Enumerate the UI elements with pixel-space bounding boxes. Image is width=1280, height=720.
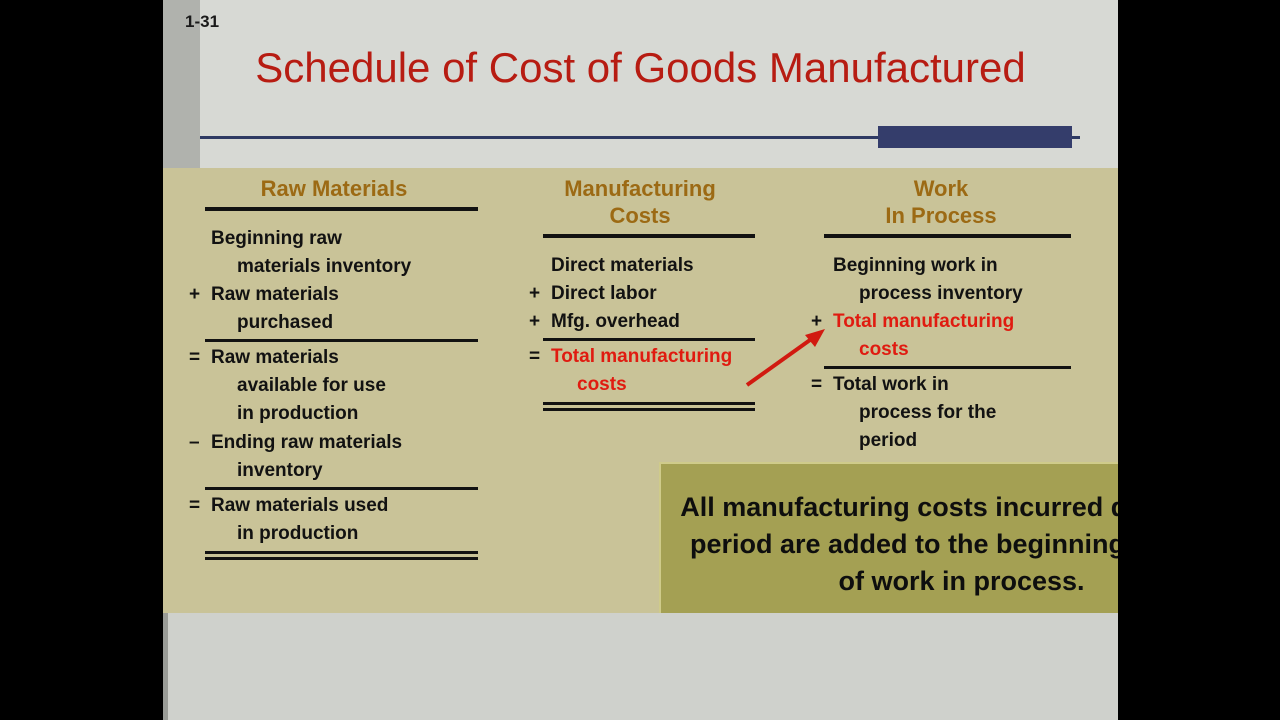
line-label: Beginning raw: [211, 227, 342, 249]
line-label: Ending raw materials: [211, 431, 403, 453]
line-item: + Direct labor: [529, 280, 751, 308]
line-label: Direct labor: [551, 282, 657, 304]
line-item: purchased: [189, 309, 479, 337]
callout-box: All manufacturing costs incurred during …: [659, 462, 1118, 627]
callout-text: All manufacturing costs incurred during …: [680, 492, 1118, 596]
line-item-highlighted: costs: [811, 336, 1071, 364]
line-label: materials inventory: [237, 255, 412, 277]
line-item: Direct materials: [529, 252, 751, 280]
column-heading-manufacturing-costs: Manufacturing Costs: [529, 176, 751, 230]
line-operator: +: [811, 310, 823, 332]
column-lines-manufacturing-costs: Direct materials + Direct labor + Mfg. o…: [529, 252, 755, 412]
title-accent-bar: [878, 126, 1072, 148]
line-item-highlighted: + Total manufacturing: [811, 308, 1071, 336]
line-label: Direct materials: [551, 254, 694, 276]
rule-lower: [543, 408, 755, 412]
line-label: Raw materials: [211, 347, 339, 369]
rule-upper: [543, 402, 755, 406]
line-operator: =: [529, 345, 541, 367]
line-item: available for use: [189, 372, 479, 400]
total-double-rule: [205, 551, 478, 561]
line-operator: +: [189, 284, 201, 306]
line-item: inventory: [189, 457, 479, 485]
line-label: available for use: [237, 375, 386, 397]
line-label: Total work in: [833, 374, 949, 396]
line-label: in production: [237, 403, 359, 425]
subtotal-rule: [543, 337, 755, 341]
slide-header: 1-31 Schedule of Cost of Goods Manufactu…: [163, 0, 1118, 168]
line-operator: –: [189, 431, 200, 453]
rule-upper: [205, 551, 478, 555]
heading-line-1: Manufacturing: [564, 176, 716, 201]
line-label: Mfg. overhead: [551, 310, 680, 332]
line-item-highlighted: costs: [529, 371, 751, 399]
line-label: Raw materials: [211, 284, 339, 306]
line-label: Raw materials used: [211, 494, 389, 516]
column-lines-raw-materials: Beginning raw materials inventory + Raw …: [189, 225, 479, 561]
line-item: period: [811, 427, 1071, 455]
page-title: Schedule of Cost of Goods Manufactured: [255, 44, 1026, 91]
line-item: – Ending raw materials: [189, 429, 479, 457]
line-operator: =: [811, 374, 823, 396]
line-operator: +: [529, 282, 541, 304]
header-left-stripe: [163, 0, 200, 168]
line-label: Total manufacturing: [833, 310, 1015, 332]
slide-footer: [163, 613, 1118, 720]
heading-line-2: Costs: [609, 202, 671, 228]
slide-canvas: 1-31 Schedule of Cost of Goods Manufactu…: [163, 0, 1118, 720]
subtotal-rule: [824, 366, 1071, 370]
line-item: Beginning raw: [189, 225, 479, 253]
rule-lower: [205, 557, 478, 561]
column-manufacturing-costs: Manufacturing Costs Direct materials + D…: [529, 176, 755, 412]
total-double-rule: [543, 402, 755, 412]
line-item: process inventory: [811, 280, 1071, 308]
line-item-highlighted: = Total manufacturing: [529, 343, 751, 371]
line-operator: =: [189, 494, 201, 516]
heading-line-1: Work: [913, 176, 969, 201]
line-label: Beginning work in: [833, 254, 998, 276]
column-work-in-process: Work In Process Beginning work in proces…: [811, 176, 1071, 455]
column-heading-raw-materials: Raw Materials: [189, 176, 479, 203]
line-label: inventory: [237, 459, 323, 481]
line-label: process inventory: [859, 282, 1023, 304]
heading-line-2: Raw Materials: [260, 176, 408, 201]
heading-line-2: In Process: [885, 202, 997, 228]
line-item: = Raw materials used: [189, 492, 479, 520]
line-label: Total manufacturing: [551, 345, 733, 367]
line-label: purchased: [237, 312, 334, 334]
footer-left-edge: [163, 613, 168, 720]
column-heading-work-in-process: Work In Process: [811, 176, 1071, 230]
line-item: = Total work in: [811, 371, 1071, 399]
column-lines-work-in-process: Beginning work in process inventory + To…: [811, 252, 1071, 456]
subtotal-rule: [205, 339, 478, 343]
title-divider: [200, 136, 1080, 139]
line-item: + Raw materials: [189, 281, 479, 309]
line-label: costs: [859, 338, 909, 360]
line-operator: =: [189, 347, 201, 369]
column-raw-materials: Raw Materials Beginning raw materials in…: [189, 176, 479, 561]
slide-number: 1-31: [185, 12, 220, 31]
column-heading-rule: [543, 233, 755, 238]
line-item: materials inventory: [189, 253, 479, 281]
line-item: = Raw materials: [189, 344, 479, 372]
column-heading-rule: [205, 206, 478, 211]
line-item: Beginning work in: [811, 252, 1071, 280]
line-item: + Mfg. overhead: [529, 308, 751, 336]
line-label: in production: [237, 522, 359, 544]
line-item: process for the: [811, 399, 1071, 427]
subtotal-rule: [205, 486, 478, 490]
line-item: in production: [189, 520, 479, 548]
line-label: process for the: [859, 402, 997, 424]
line-label: costs: [577, 374, 627, 396]
line-item: in production: [189, 400, 479, 428]
column-heading-rule: [824, 233, 1071, 238]
line-operator: +: [529, 310, 541, 332]
line-label: period: [859, 430, 918, 452]
